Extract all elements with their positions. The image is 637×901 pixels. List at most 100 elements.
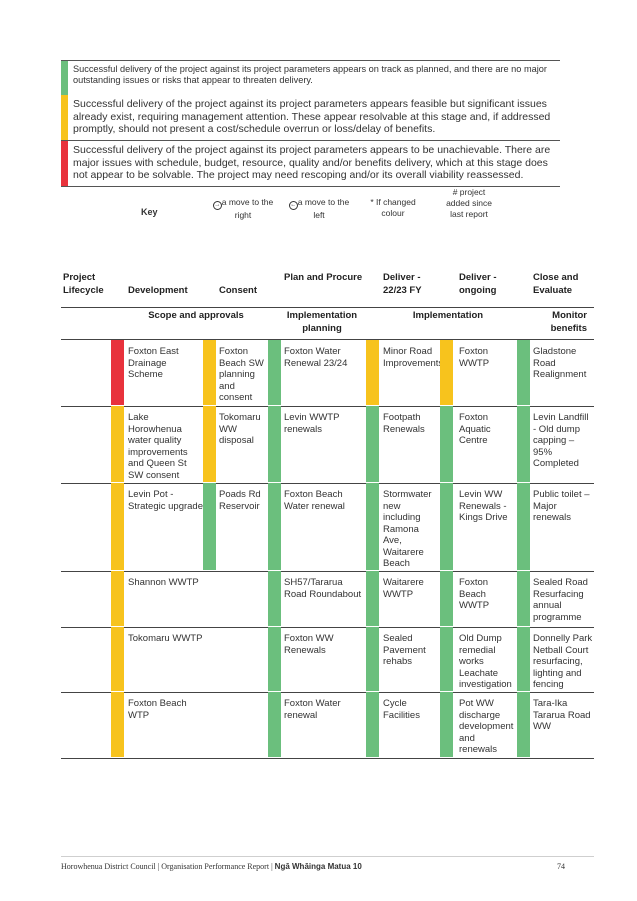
status-bar: [366, 406, 379, 482]
status-bar: [440, 692, 453, 757]
header-close-evaluate: Close and Evaluate: [533, 272, 579, 296]
status-bar: [366, 692, 379, 757]
table-cell: Foxton Water renewal: [284, 698, 341, 721]
table-cell: Lake Horowhenua water quality improvemen…: [128, 412, 188, 481]
status-bar: [440, 483, 453, 570]
table-row-line: [61, 483, 594, 484]
status-bar: [517, 627, 530, 691]
table-row-line: [61, 406, 594, 407]
key-move-right: → a move to the right: [212, 197, 274, 221]
table-cell: Foxton Beach WTP: [128, 698, 187, 721]
table-cell: Foxton Beach Water renewal: [284, 489, 345, 512]
legend-green-row: Successful delivery of the project again…: [61, 61, 560, 95]
header-deliver-ongoing: Deliver - ongoing: [459, 272, 497, 296]
arrow-left-circle-icon: ←: [288, 201, 298, 210]
status-bar: [111, 406, 124, 482]
status-bar: [111, 692, 124, 757]
table-cell: Tokomaru WW disposal: [219, 412, 261, 446]
table-cell: Foxton Beach SW planning and consent: [219, 346, 264, 403]
legend-red-row: Successful delivery of the project again…: [61, 141, 560, 186]
status-bar: [268, 627, 281, 691]
status-bar: [517, 692, 530, 757]
page-number: 74: [557, 862, 565, 871]
table-cell: Foxton WWTP: [459, 346, 490, 369]
table-cell: Poads Rd Reservoir: [219, 489, 261, 512]
status-bar: [366, 340, 379, 405]
subheader-scope-approvals: Scope and approvals: [148, 310, 244, 321]
red-status-bar: [61, 141, 68, 186]
table-cell: Pot WW discharge development and renewal…: [459, 698, 514, 755]
status-bar: [111, 483, 124, 570]
table-cell: Cycle Facilities: [383, 698, 420, 721]
table-cell: Footpath Renewals: [383, 412, 425, 435]
arrow-right-circle-icon: →: [212, 201, 222, 210]
status-bar: [366, 571, 379, 626]
status-bar: [440, 340, 453, 405]
footer-line: [61, 856, 594, 857]
status-bar: [203, 406, 216, 482]
status-bar: [517, 406, 530, 482]
table-cell: Sealed Road Resurfacing annual programme: [533, 577, 588, 623]
table-cell: Waitarere WWTP: [383, 577, 424, 600]
table-subheader-line: [61, 339, 594, 340]
status-bar: [440, 571, 453, 626]
subheader-implementation: Implementation: [412, 310, 484, 321]
legend-divider: [61, 60, 560, 61]
table-cell: Sealed Pavement rehabs: [383, 633, 426, 667]
table-cell: Public toilet – Major renewals: [533, 489, 590, 523]
status-bar: [203, 483, 216, 570]
table-row-line: [61, 692, 594, 693]
header-deliver-fy: Deliver - 22/23 FY: [383, 272, 422, 296]
header-plan-procure: Plan and Procure: [284, 272, 363, 283]
table-cell: Gladstone Road Realignment: [533, 346, 587, 380]
table-cell: Donnelly Park Netball Court resurfacing,…: [533, 633, 593, 690]
table-cell: Levin WW Renewals - Kings Drive: [459, 489, 508, 523]
header-consent: Consent: [219, 285, 257, 296]
table-cell: Foxton East Drainage Scheme: [128, 346, 179, 380]
legend-green-text: Successful delivery of the project again…: [73, 64, 547, 85]
legend-divider: [61, 140, 560, 141]
status-bar: [268, 571, 281, 626]
legend-amber-text: Successful delivery of the project again…: [73, 98, 551, 135]
key-move-left-label: a move to the left: [297, 197, 350, 220]
table-row-line: [61, 758, 594, 759]
legend-divider: [61, 186, 560, 187]
status-bar: [203, 340, 216, 405]
status-bar: [517, 571, 530, 626]
table-cell: Foxton Beach WWTP: [459, 577, 490, 611]
status-bar: [268, 340, 281, 405]
table-cell: Foxton WW Renewals: [284, 633, 334, 656]
table-cell: Minor Road Improvements: [383, 346, 444, 369]
table-cell: Levin Landfill - Old dump capping – 95% …: [533, 412, 589, 469]
legend-red-text: Successful delivery of the project again…: [73, 144, 551, 181]
table-cell: Tara-Ika Tararua Road WW: [533, 698, 591, 732]
status-bar: [268, 406, 281, 482]
status-bar: [268, 483, 281, 570]
key-move-left: ← a move to the left: [288, 197, 350, 221]
table-cell: Shannon WWTP: [128, 577, 199, 588]
table-cell: Levin WWTP renewals: [284, 412, 340, 435]
status-bar: [366, 483, 379, 570]
status-bar: [517, 340, 530, 405]
status-bar: [440, 627, 453, 691]
table-cell: SH57/Tararua Road Roundabout: [284, 577, 362, 600]
footer-bold-title: Ngā Whāinga Matua 10: [274, 862, 362, 871]
table-cell: Old Dump remedial works Leachate investi…: [459, 633, 512, 690]
footer-text: Horowhenua District Council | Organisati…: [61, 862, 362, 871]
key-title: Key: [141, 207, 158, 217]
table-cell: Foxton Water Renewal 23/24: [284, 346, 348, 369]
table-cell: Stormwater new including Ramona Ave, Wai…: [383, 489, 432, 569]
table-row-line: [61, 627, 594, 628]
status-bar: [517, 483, 530, 570]
status-bar: [268, 692, 281, 757]
table-cell: Tokomaru WWTP: [128, 633, 203, 644]
table-cell: Levin Pot - Strategic upgrade: [128, 489, 203, 512]
key-project-added: # project added since last report: [446, 187, 492, 219]
status-bar: [111, 571, 124, 626]
status-bar: [111, 340, 124, 405]
table-cell: Foxton Aquatic Centre: [459, 412, 491, 446]
status-bar: [440, 406, 453, 482]
status-bar: [111, 627, 124, 691]
green-status-bar: [61, 61, 68, 95]
key-changed-colour: * If changed colour: [370, 197, 416, 218]
